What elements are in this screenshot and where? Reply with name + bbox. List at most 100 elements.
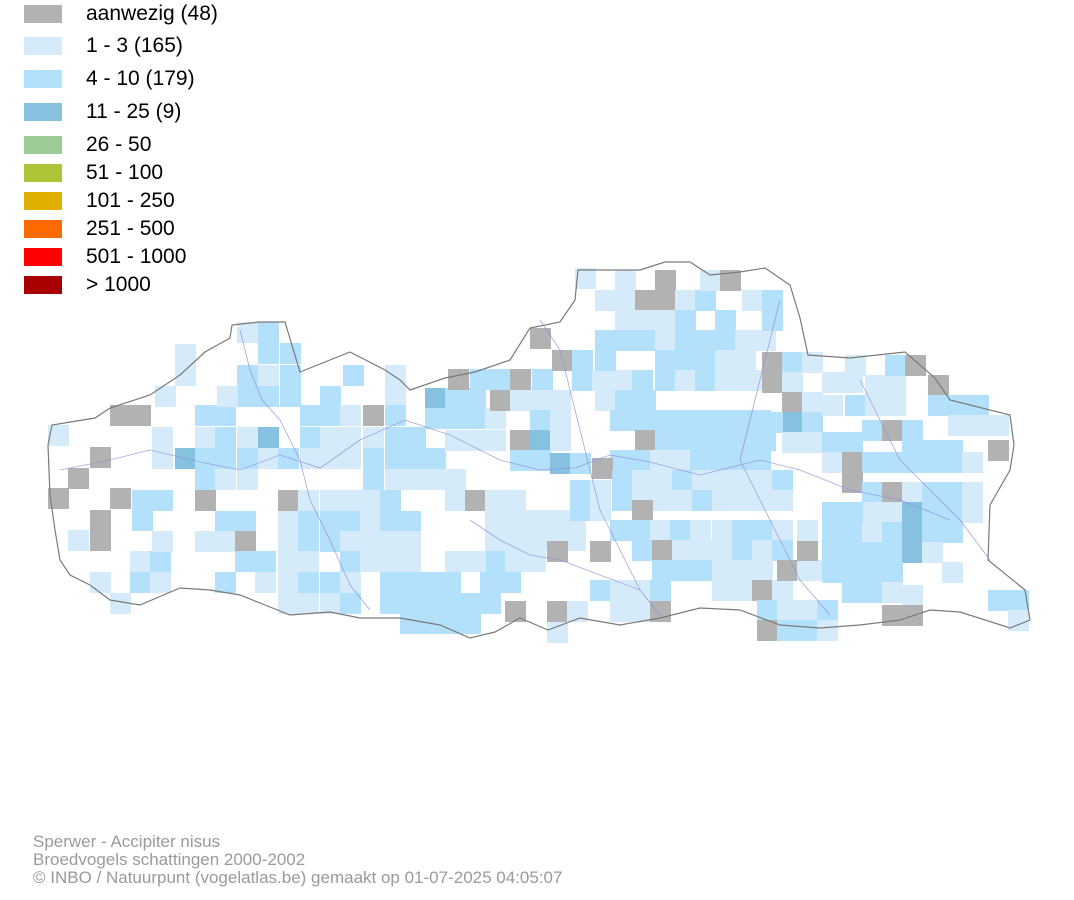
grid-cell: [280, 386, 301, 407]
grid-cell: [195, 448, 216, 469]
grid-cell: [570, 500, 591, 521]
grid-cell: [712, 470, 733, 491]
grid-cell: [968, 395, 989, 416]
grid-cell: [882, 420, 903, 441]
grid-cell: [610, 580, 631, 601]
grid-cell: [550, 430, 571, 451]
grid-cell: [865, 395, 886, 416]
grid-cell: [278, 531, 299, 552]
grid-cell: [195, 427, 216, 448]
grid-cell: [278, 572, 299, 593]
legend-swatch: [24, 220, 62, 238]
grid-cell: [595, 350, 616, 371]
legend-label: > 1000: [86, 273, 151, 296]
grid-cell: [360, 490, 381, 511]
grid-cell: [862, 522, 883, 543]
grid-cell: [405, 469, 426, 490]
grid-cell: [822, 432, 843, 453]
grid-cell: [530, 430, 551, 451]
grid-cell: [752, 540, 773, 561]
grid-cell: [862, 452, 883, 473]
grid-cell: [525, 551, 546, 572]
grid-cell: [278, 511, 299, 532]
grid-cell: [842, 432, 863, 453]
grid-cell: [110, 405, 131, 426]
grid-cell: [712, 580, 733, 601]
grid-cell: [532, 369, 553, 390]
grid-cell: [670, 450, 691, 471]
grid-cell: [712, 540, 733, 561]
grid-cell: [752, 520, 773, 541]
grid-cell: [842, 452, 863, 473]
grid-cell: [237, 427, 258, 448]
grid-cell: [772, 470, 793, 491]
grid-cell: [715, 430, 736, 451]
grid-cell: [817, 600, 838, 621]
grid-cell: [615, 290, 636, 311]
grid-cell: [928, 395, 949, 416]
grid-cell: [340, 427, 361, 448]
grid-cell: [822, 372, 843, 393]
grid-cell: [155, 386, 176, 407]
grid-cell: [258, 427, 279, 448]
grid-cell: [782, 392, 803, 413]
grid-cell: [710, 450, 731, 471]
grid-cell: [510, 430, 531, 451]
grid-cell: [782, 412, 803, 433]
grid-cell: [470, 369, 491, 390]
grid-cell: [675, 290, 696, 311]
river-line: [239, 329, 371, 611]
grid-cell: [610, 601, 631, 622]
grid-cell: [132, 510, 153, 531]
grid-cell: [152, 448, 173, 469]
grid-cell: [217, 386, 238, 407]
map-credits: Sperwer - Accipiter nisus Broedvogels sc…: [33, 833, 562, 887]
grid-cell: [195, 405, 216, 426]
grid-cell: [215, 405, 236, 426]
grid-cell: [380, 593, 401, 614]
grid-cell: [445, 388, 466, 409]
grid-cell: [612, 370, 633, 391]
grid-cell: [340, 593, 361, 614]
grid-cell: [655, 430, 676, 451]
grid-cell: [905, 355, 926, 376]
grid-cell: [465, 551, 486, 572]
grid-cell: [215, 469, 236, 490]
grid-cell: [762, 352, 783, 373]
grid-cell: [902, 452, 923, 473]
species-title: Sperwer - Accipiter nisus: [33, 832, 221, 851]
grid-cell: [902, 585, 923, 606]
grid-cell: [632, 470, 653, 491]
grid-cell: [695, 330, 716, 351]
grid-cell: [460, 613, 481, 634]
grid-cell: [215, 511, 236, 532]
grid-cell: [732, 520, 753, 541]
grid-cell: [300, 405, 321, 426]
grid-cell: [280, 365, 301, 386]
grid-cell: [882, 542, 903, 563]
grid-cell: [885, 375, 906, 396]
grid-cell: [772, 580, 793, 601]
legend-label: 26 - 50: [86, 133, 152, 156]
grid-cell: [152, 427, 173, 448]
grid-cell: [797, 520, 818, 541]
grid-cell: [862, 542, 883, 563]
grid-cell: [340, 551, 361, 572]
grid-cell: [298, 551, 319, 572]
grid-cell: [440, 572, 461, 593]
grid-cell: [510, 390, 531, 411]
grid-cell: [822, 562, 843, 583]
grid-cell: [672, 490, 693, 511]
grid-cell: [237, 365, 258, 386]
grid-cell: [152, 531, 173, 552]
grid-cell: [842, 542, 863, 563]
grid-cell: [235, 551, 256, 572]
grid-cell: [735, 430, 756, 451]
legend-swatch: [24, 5, 62, 23]
grid-cell: [90, 447, 111, 468]
grid-cell: [505, 490, 526, 511]
grid-cell: [922, 522, 943, 543]
grid-cell: [255, 572, 276, 593]
legend-label: 11 - 25 (9): [86, 100, 182, 123]
grid-cell: [797, 560, 818, 581]
